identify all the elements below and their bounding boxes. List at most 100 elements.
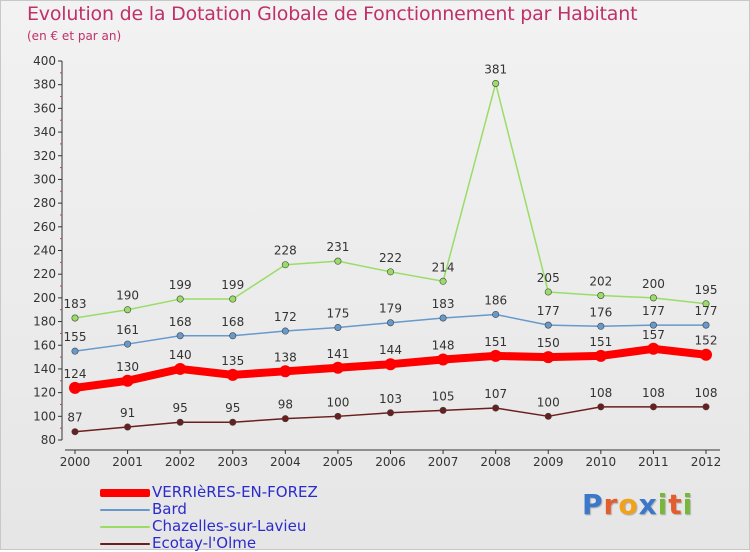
data-label: 150 xyxy=(537,336,560,350)
data-point xyxy=(229,418,237,426)
data-point xyxy=(334,257,342,265)
data-point xyxy=(281,327,289,335)
data-label: 172 xyxy=(274,310,297,324)
data-label: 100 xyxy=(537,395,560,409)
data-label: 231 xyxy=(326,240,349,254)
x-tick-label: 2004 xyxy=(270,455,301,469)
data-label: 177 xyxy=(537,304,560,318)
data-point xyxy=(71,428,79,436)
y-tick-label: 320 xyxy=(33,149,56,163)
logo-letter: i xyxy=(682,488,694,521)
data-label: 98 xyxy=(278,398,293,412)
x-tick-label: 2006 xyxy=(375,455,406,469)
data-label: 168 xyxy=(169,315,192,329)
data-point xyxy=(492,80,500,88)
data-point xyxy=(544,288,552,296)
data-point xyxy=(597,403,605,411)
data-label: 124 xyxy=(64,367,87,381)
data-point xyxy=(702,403,710,411)
data-label: 87 xyxy=(67,411,82,425)
legend-swatch xyxy=(100,508,150,511)
data-label: 222 xyxy=(379,251,402,265)
data-label: 95 xyxy=(173,401,188,415)
x-tick-label: 2003 xyxy=(217,455,248,469)
data-point xyxy=(544,321,552,329)
y-tick-label: 100 xyxy=(33,409,56,423)
data-label: 195 xyxy=(695,283,718,297)
data-label: 177 xyxy=(642,304,665,318)
data-point xyxy=(124,423,132,431)
y-tick-label: 260 xyxy=(33,220,56,234)
y-tick-label: 240 xyxy=(33,244,56,258)
data-point xyxy=(281,261,289,269)
data-label: 175 xyxy=(326,306,349,320)
data-point xyxy=(439,314,447,322)
data-point xyxy=(597,292,605,300)
data-label: 100 xyxy=(326,395,349,409)
data-label: 381 xyxy=(484,63,507,77)
data-point xyxy=(384,358,397,371)
data-point xyxy=(492,310,500,318)
x-tick-label: 2007 xyxy=(428,455,459,469)
data-label: 91 xyxy=(120,406,135,420)
data-label: 228 xyxy=(274,244,297,258)
data-point xyxy=(386,319,394,327)
data-point xyxy=(334,323,342,331)
legend-swatch xyxy=(100,488,150,497)
y-tick-label: 80 xyxy=(41,433,56,447)
data-label: 214 xyxy=(432,260,455,274)
data-point xyxy=(124,306,132,314)
x-tick-label: 2012 xyxy=(691,455,722,469)
data-point xyxy=(386,409,394,417)
data-label: 105 xyxy=(432,389,455,403)
x-tick-label: 2008 xyxy=(480,455,511,469)
data-point xyxy=(279,365,292,378)
y-tick-label: 220 xyxy=(33,267,56,281)
legend-swatch xyxy=(100,542,150,545)
data-label: 183 xyxy=(64,297,87,311)
y-tick-label: 380 xyxy=(33,78,56,92)
data-label: 107 xyxy=(484,387,507,401)
data-point xyxy=(700,348,712,361)
y-tick-label: 200 xyxy=(33,291,56,305)
data-point xyxy=(647,342,660,355)
legend-label: Chazelles-sur-Lavieu xyxy=(152,517,307,535)
data-point xyxy=(597,322,605,330)
x-tick-label: 2005 xyxy=(323,455,354,469)
data-point xyxy=(229,332,237,340)
data-label: 108 xyxy=(695,386,718,400)
logo-letter: r xyxy=(603,488,619,521)
legend-label: VERRIèRES-EN-FOREZ xyxy=(152,483,318,501)
data-point xyxy=(649,403,657,411)
data-point xyxy=(226,368,239,381)
legend-swatch xyxy=(100,525,150,528)
x-tick-label: 2000 xyxy=(60,455,91,469)
data-point xyxy=(174,362,187,375)
logo-letter: x xyxy=(638,488,658,521)
data-point xyxy=(71,347,79,355)
y-tick-label: 340 xyxy=(33,125,56,139)
data-label: 152 xyxy=(695,334,718,348)
data-label: 151 xyxy=(484,335,507,349)
legend-label: Ecotay-l'Olme xyxy=(152,534,257,552)
logo-letter: o xyxy=(618,488,639,521)
data-label: 103 xyxy=(379,392,402,406)
data-point xyxy=(649,294,657,302)
logo-letter: P xyxy=(582,488,604,521)
data-point xyxy=(439,277,447,285)
logo-letter: t xyxy=(668,488,683,521)
data-label: 176 xyxy=(589,305,612,319)
y-tick-label: 360 xyxy=(33,101,56,115)
data-point xyxy=(439,406,447,414)
data-label: 161 xyxy=(116,323,139,337)
data-label: 168 xyxy=(221,315,244,329)
data-label: 157 xyxy=(642,328,665,342)
data-point xyxy=(124,340,132,348)
chart-title: Evolution de la Dotation Globale de Fonc… xyxy=(27,3,638,25)
y-tick-label: 400 xyxy=(33,54,56,68)
data-point xyxy=(69,381,81,394)
y-tick-label: 160 xyxy=(33,338,56,352)
data-label: 138 xyxy=(274,350,297,364)
data-point xyxy=(229,295,237,303)
